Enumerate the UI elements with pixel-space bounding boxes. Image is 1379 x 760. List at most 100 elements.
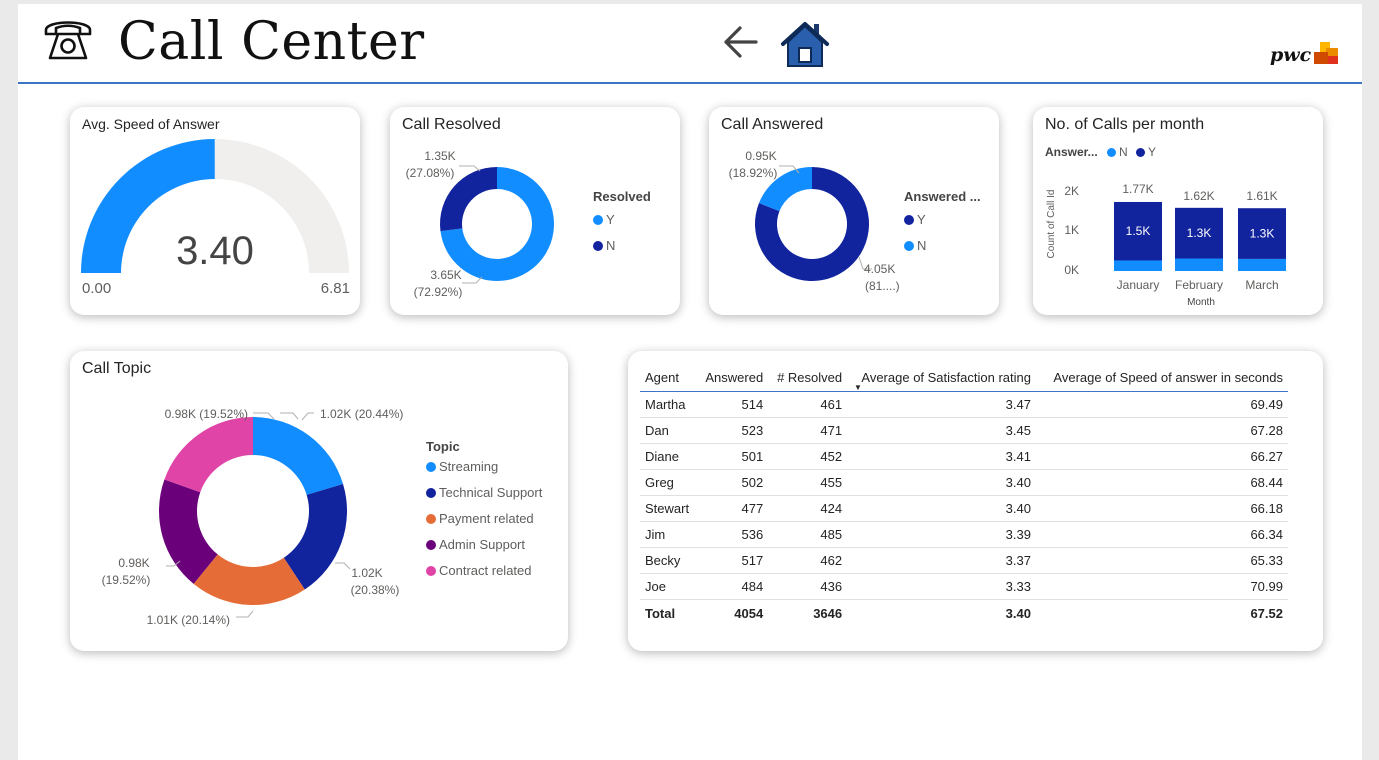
total-resolved: 3646 bbox=[768, 599, 848, 626]
legend-item-n[interactable]: N bbox=[593, 233, 651, 259]
legend-label: Contract related bbox=[439, 563, 532, 578]
speed-cell: 66.27 bbox=[1035, 443, 1288, 470]
monthly-legend-title: Answer... bbox=[1045, 145, 1098, 159]
column-header-resolved[interactable]: # Resolved bbox=[777, 369, 843, 385]
y-tick-label: 1K bbox=[1064, 223, 1079, 237]
answered-cell: 517 bbox=[696, 547, 769, 574]
gauge-value: 3.40 bbox=[176, 229, 254, 273]
legend-label: N bbox=[917, 238, 927, 253]
column-header-answered[interactable]: Answered bbox=[705, 369, 764, 385]
legend-label: N bbox=[1119, 145, 1128, 159]
topic-label-contract: 0.98K (19.52%) bbox=[165, 407, 248, 421]
monthly-xlabel: Month bbox=[1187, 297, 1215, 308]
bar-n-march[interactable] bbox=[1238, 258, 1286, 271]
bar-y-february[interactable] bbox=[1175, 207, 1223, 259]
legend-dot-icon bbox=[1136, 148, 1146, 157]
legend-item-streaming[interactable]: Streaming bbox=[426, 454, 542, 480]
table-row[interactable]: Joe 484 436 3.33 70.99 bbox=[640, 573, 1288, 600]
column-header-satisfaction[interactable]: Average of Satisfaction rating bbox=[861, 369, 1031, 385]
topic-slice-admin-support[interactable] bbox=[159, 479, 218, 584]
table-row[interactable]: Diane 501 452 3.41 66.27 bbox=[640, 443, 1288, 470]
page-title: Call Center bbox=[118, 12, 425, 72]
column-header-agent[interactable]: Agent bbox=[645, 369, 679, 385]
topic-slice-payment-related[interactable] bbox=[193, 554, 305, 605]
table-row[interactable]: Martha 514 461 3.47 69.49 bbox=[640, 391, 1288, 418]
table-row[interactable]: Greg 502 455 3.40 68.44 bbox=[640, 469, 1288, 496]
resolved-slice-n[interactable] bbox=[440, 167, 497, 232]
resolved-card[interactable]: Call Resolved 1.35K (27.08%) 3.65K (72.9… bbox=[390, 107, 680, 315]
legend-dot-icon bbox=[593, 215, 603, 225]
bar-n-february[interactable] bbox=[1175, 258, 1223, 271]
answered-legend-title: Answered ... bbox=[904, 189, 981, 204]
topic-legend-title: Topic bbox=[426, 439, 460, 454]
gauge-title: Avg. Speed of Answer bbox=[82, 116, 220, 132]
topic-card[interactable]: Call Topic 1.02K (20.44%) 1.02K (20.38%)… bbox=[70, 351, 568, 651]
monthly-card[interactable]: No. of Calls per month Answer... N Y Cou… bbox=[1033, 107, 1323, 315]
satisfaction-cell: 3.33 bbox=[847, 573, 1036, 600]
bar-total-label: 1.77K bbox=[1122, 182, 1153, 196]
speed-cell: 68.44 bbox=[1035, 469, 1288, 496]
topic-label-admin-pct: (19.52%) bbox=[102, 573, 151, 587]
answered-donut: 0.95K (18.92%) 4.05K (81....) bbox=[729, 149, 900, 293]
agent-cell: Joe bbox=[640, 573, 697, 600]
resolved-cell: 471 bbox=[768, 417, 848, 444]
legend-item-y[interactable]: Y bbox=[1136, 145, 1156, 159]
monthly-ylabel: Count of Call Id bbox=[1046, 190, 1057, 259]
arrow-left-icon[interactable] bbox=[720, 22, 764, 62]
resolved-title: Call Resolved bbox=[402, 116, 501, 133]
table-row[interactable]: Dan 523 471 3.45 67.28 bbox=[640, 417, 1288, 444]
table-header-row: Agent Answered # Resolved Average of Sat… bbox=[640, 363, 1288, 392]
satisfaction-cell: 3.39 bbox=[847, 521, 1036, 548]
resolved-slice-y[interactable] bbox=[440, 167, 554, 281]
legend-item-payment-related[interactable]: Payment related bbox=[426, 506, 542, 532]
monthly-title: No. of Calls per month bbox=[1045, 116, 1205, 133]
legend-item-n[interactable]: N bbox=[904, 233, 981, 259]
satisfaction-cell: 3.45 bbox=[847, 417, 1036, 444]
agent-cell: Becky bbox=[640, 547, 697, 574]
legend-item-n[interactable]: N bbox=[1107, 145, 1128, 159]
sort-descending-icon[interactable]: ▼ bbox=[854, 383, 862, 392]
answered-slice-n[interactable] bbox=[759, 167, 812, 212]
legend-item-y[interactable]: Y bbox=[593, 207, 651, 233]
topic-slice-streaming[interactable] bbox=[253, 417, 344, 495]
agent-cell: Dan bbox=[640, 417, 697, 444]
total-speed: 67.52 bbox=[1035, 599, 1288, 626]
column-header-speed[interactable]: Average of Speed of answer in seconds bbox=[1053, 369, 1283, 385]
agent-table-card[interactable]: Agent Answered # Resolved Average of Sat… bbox=[628, 351, 1323, 651]
bar-n-january[interactable] bbox=[1114, 260, 1162, 271]
topic-label-tech-value: 1.02K bbox=[351, 566, 382, 580]
resolved-cell: 436 bbox=[768, 573, 848, 600]
bar-y-march[interactable] bbox=[1238, 208, 1286, 259]
answered-legend: Answered ... Y N bbox=[904, 189, 981, 259]
bar-y-january[interactable] bbox=[1114, 201, 1162, 261]
speed-cell: 66.18 bbox=[1035, 495, 1288, 522]
topic-slice-technical-support[interactable] bbox=[283, 483, 347, 590]
resolved-y-pct: (72.92%) bbox=[414, 285, 463, 299]
topic-slice-contract-related[interactable] bbox=[164, 417, 253, 493]
y-tick-label: 0K bbox=[1064, 263, 1079, 277]
total-label: Total bbox=[640, 599, 697, 626]
legend-item-y[interactable]: Y bbox=[904, 207, 981, 233]
legend-label: Technical Support bbox=[439, 485, 543, 500]
legend-dot-icon bbox=[426, 566, 436, 576]
table-row[interactable]: Stewart 477 424 3.40 66.18 bbox=[640, 495, 1288, 522]
legend-dot-icon bbox=[1107, 148, 1117, 157]
legend-item-admin-support[interactable]: Admin Support bbox=[426, 532, 542, 558]
resolved-legend: Resolved Y N bbox=[593, 189, 651, 259]
legend-item-contract-related[interactable]: Contract related bbox=[426, 558, 542, 584]
table-row[interactable]: Jim 536 485 3.39 66.34 bbox=[640, 521, 1288, 548]
answered-cell: 501 bbox=[696, 443, 769, 470]
speed-cell: 65.33 bbox=[1035, 547, 1288, 574]
legend-item-technical-support[interactable]: Technical Support bbox=[426, 480, 542, 506]
table-total-row: Total 4054 3646 3.40 67.52 bbox=[640, 599, 1288, 626]
answered-card[interactable]: Call Answered 0.95K (18.92%) 4.05K (81..… bbox=[709, 107, 999, 315]
bar-inner-label: 1.3K bbox=[1250, 227, 1275, 241]
table-row[interactable]: Becky 517 462 3.37 65.33 bbox=[640, 547, 1288, 574]
gauge-card[interactable]: Avg. Speed of Answer 3.40 0.00 6.81 bbox=[70, 107, 360, 315]
resolved-cell: 452 bbox=[768, 443, 848, 470]
home-icon[interactable] bbox=[780, 20, 830, 70]
legend-dot-icon bbox=[426, 514, 436, 524]
x-tick-label: March bbox=[1245, 278, 1278, 292]
answered-slice-y[interactable] bbox=[755, 167, 869, 281]
answered-n-pct: (18.92%) bbox=[729, 166, 778, 180]
